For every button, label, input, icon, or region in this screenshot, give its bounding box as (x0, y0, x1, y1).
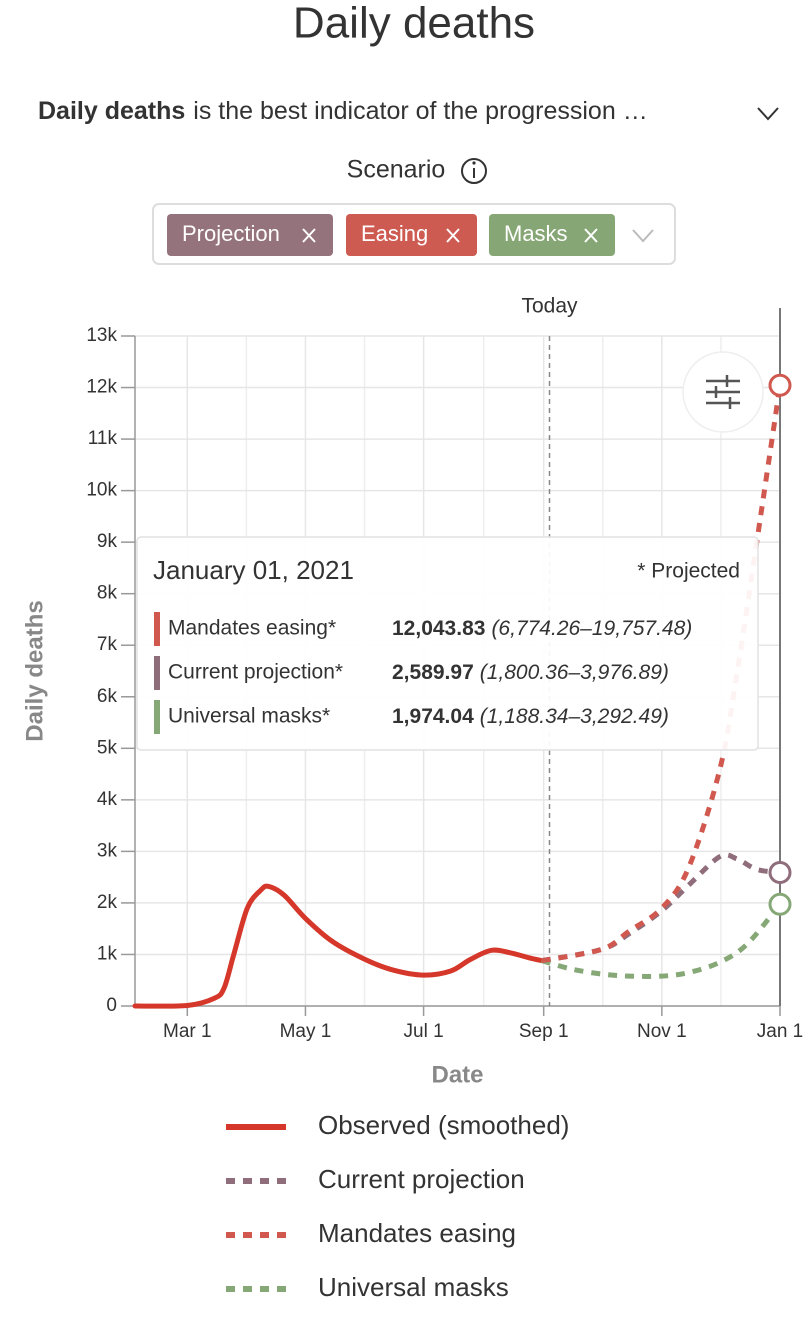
filter-button[interactable] (682, 351, 764, 433)
chip-remove[interactable] (584, 228, 598, 243)
y-tick-label: 0 (106, 995, 117, 1016)
tooltip-note: * Projected (637, 560, 740, 583)
tooltip-date: January 01, 2021 (153, 555, 354, 585)
x-tick-label: Jul 1 (404, 1021, 444, 1042)
y-tick-label: 5k (97, 737, 118, 758)
expand-chevron[interactable] (757, 107, 779, 121)
chip[interactable] (489, 214, 615, 256)
legend-label[interactable]: Current projection (318, 1164, 525, 1194)
legend-label[interactable]: Mandates easing (318, 1218, 516, 1248)
tooltip-box (136, 536, 759, 751)
chip[interactable] (167, 214, 333, 256)
chip-label: Easing (361, 221, 428, 246)
tooltip-value-number: 1,974.04 (392, 705, 474, 728)
tooltip-name: Current projection* (168, 661, 343, 684)
y-tick-label: 3k (97, 840, 118, 861)
end-point (768, 892, 792, 916)
tooltip-name: Universal masks* (168, 705, 330, 728)
y-tick-label: 10k (86, 480, 117, 501)
chip-remove[interactable] (446, 228, 460, 243)
tooltip-value-number: 12,043.83 (392, 617, 485, 640)
chip-remove[interactable] (302, 228, 316, 243)
end-point (768, 373, 792, 397)
page-title: Daily deaths (293, 0, 535, 48)
tooltip-name: Mandates easing* (168, 617, 336, 640)
series-line (541, 902, 782, 979)
y-tick-label: 12k (86, 377, 117, 398)
y-tick-label: 6k (97, 686, 118, 707)
chip-label: Projection (182, 221, 280, 246)
chips: Projection Easing Masks (167, 214, 615, 256)
tooltip-swatch (154, 612, 160, 646)
series-line (132, 883, 545, 1009)
y-tick-label: 13k (86, 325, 117, 346)
y-tick-label: 1k (97, 943, 118, 964)
description[interactable]: Daily deaths is the best indicator of the… (38, 97, 648, 125)
legend-label[interactable]: Universal masks (318, 1272, 509, 1302)
y-tick-label: 8k (97, 583, 118, 604)
x-tick-label: Sep 1 (519, 1021, 569, 1042)
y-tick-label: 4k (97, 789, 118, 810)
x-axis-label: Date (431, 1061, 483, 1088)
y-tick-label: 9k (97, 531, 118, 552)
x-tick-label: Mar 1 (163, 1021, 212, 1042)
description-text: is the best indicator of the progression… (193, 97, 647, 125)
tooltip-range: (1,188.34–3,292.49) (480, 705, 669, 728)
x-tick-label: Nov 1 (637, 1021, 687, 1042)
tooltip-value: 1,974.04 (1,188.34–3,292.49) (392, 705, 669, 728)
y-tick-label: 7k (97, 634, 118, 655)
legend-label[interactable]: Observed (smoothed) (318, 1110, 569, 1140)
tooltip-value: 12,043.83 (6,774.26–19,757.48) (392, 617, 692, 640)
y-axis-label: Daily deaths (21, 600, 48, 741)
tooltip-value: 2,589.97 (1,800.36–3,976.89) (392, 661, 669, 684)
scenario-label: Scenario (347, 156, 446, 184)
chip[interactable] (346, 214, 477, 256)
legend: Observed (smoothed) Current projection Man… (226, 1110, 569, 1302)
select-chevron[interactable] (632, 229, 654, 243)
tooltip-swatch (154, 656, 160, 690)
tooltip-swatch (154, 700, 160, 734)
tooltip-value-number: 2,589.97 (392, 661, 474, 684)
end-point (768, 861, 792, 885)
chip-label: Masks (504, 221, 568, 246)
tooltip-range: (6,774.26–19,757.48) (491, 617, 692, 640)
info-icon[interactable] (461, 158, 487, 184)
x-tick-label: May 1 (280, 1021, 332, 1042)
description-bold: Daily deaths (38, 97, 185, 125)
y-tick-label: 2k (97, 892, 118, 913)
x-tick-label: Jan 1 (757, 1021, 803, 1042)
y-tick-label: 11k (88, 428, 118, 449)
tooltip-range: (1,800.36–3,976.89) (480, 661, 669, 684)
today-label: Today (521, 295, 578, 318)
tooltip: January 01, 2021 * Projected Mandates easi… (136, 536, 759, 751)
